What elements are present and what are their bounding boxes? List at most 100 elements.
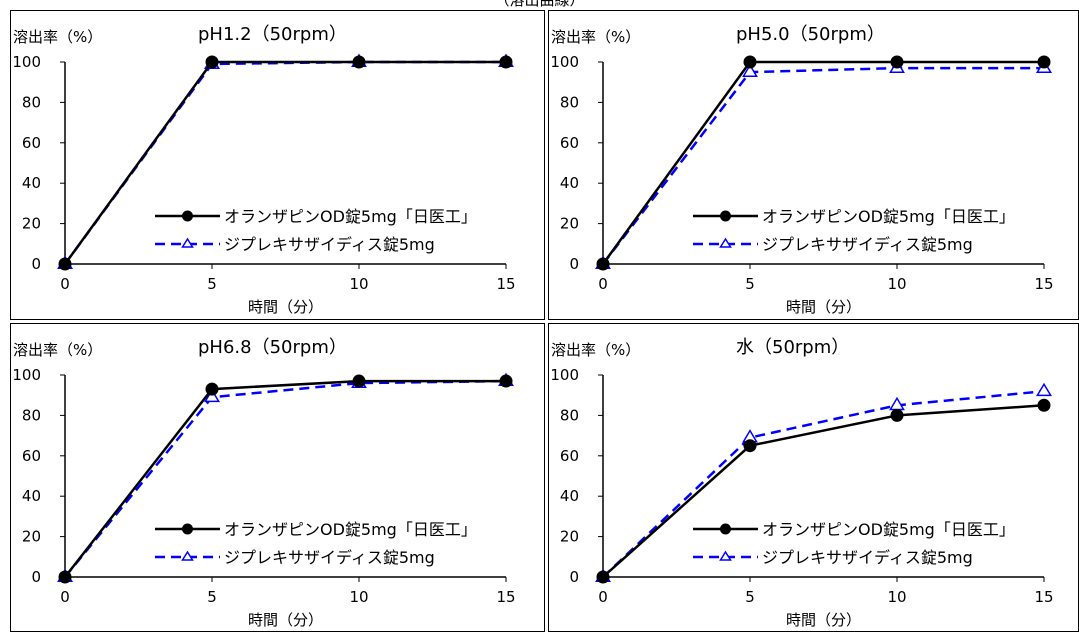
series-line-1 bbox=[63, 60, 506, 265]
data-point-1 bbox=[596, 257, 610, 271]
chart-title: 水（50rpm） bbox=[736, 337, 849, 358]
chart-title: pH5.0（50rpm） bbox=[736, 24, 885, 45]
x-tick-label: 0 bbox=[60, 588, 70, 606]
y-tick-label: 20 bbox=[22, 215, 41, 233]
data-point-1 bbox=[499, 55, 513, 69]
figure-caption: （溶出曲線） bbox=[494, 0, 585, 9]
data-point-1 bbox=[890, 55, 904, 69]
y-axis-label: 溶出率（%） bbox=[551, 28, 640, 46]
y-tick-label: 40 bbox=[22, 174, 41, 192]
legend-label-2: ジプレキサザイディス錠5mg bbox=[224, 548, 435, 567]
data-point-1 bbox=[352, 374, 366, 388]
x-tick-label: 5 bbox=[745, 275, 755, 293]
data-point-1 bbox=[596, 570, 610, 584]
legend-marker-1 bbox=[182, 523, 193, 535]
data-point-1 bbox=[352, 55, 366, 69]
legend-marker-2 bbox=[181, 237, 194, 248]
data-point-1 bbox=[205, 55, 219, 69]
x-tick-label: 15 bbox=[1034, 588, 1053, 606]
y-tick-label: 60 bbox=[560, 447, 579, 465]
x-tick-label: 15 bbox=[496, 588, 515, 606]
data-point-1 bbox=[58, 257, 72, 271]
legend-label-2: ジプレキサザイディス錠5mg bbox=[762, 235, 973, 254]
chart-title: pH1.2（50rpm） bbox=[198, 24, 347, 45]
data-point-1 bbox=[1037, 55, 1051, 69]
y-tick-label: 0 bbox=[569, 568, 579, 586]
y-tick-label: 100 bbox=[12, 366, 41, 384]
series-line-1 bbox=[601, 60, 1044, 265]
y-tick-label: 20 bbox=[560, 215, 579, 233]
legend-marker-2 bbox=[719, 550, 732, 561]
series-line-2 bbox=[602, 389, 1045, 578]
x-tick-label: 10 bbox=[887, 588, 906, 606]
data-point-1 bbox=[743, 55, 757, 69]
y-tick-label: 60 bbox=[22, 447, 41, 465]
x-tick-label: 5 bbox=[745, 588, 755, 606]
chart-title: pH6.8（50rpm） bbox=[198, 337, 347, 358]
series-line-2 bbox=[602, 66, 1044, 265]
y-tick-label: 100 bbox=[12, 53, 41, 71]
data-point-2 bbox=[742, 63, 758, 78]
y-axis-label: 溶出率（%） bbox=[551, 341, 640, 359]
x-tick-label: 15 bbox=[496, 275, 515, 293]
y-tick-label: 0 bbox=[569, 255, 579, 273]
x-tick-label: 10 bbox=[349, 588, 368, 606]
y-tick-label: 60 bbox=[560, 134, 579, 152]
data-point-2 bbox=[1035, 382, 1053, 397]
legend-marker-1 bbox=[720, 523, 731, 535]
y-tick-label: 80 bbox=[22, 406, 41, 424]
x-tick-label: 0 bbox=[598, 275, 608, 293]
data-point-1 bbox=[743, 439, 757, 453]
chart-panel-4: 溶出率（%） 水（50rpm） 時間（分） 0 20 40 60 80 100 0 5 10 15 オラン… bbox=[548, 323, 1079, 632]
legend-marker-2 bbox=[181, 550, 194, 561]
chart-panel-1: 溶出率（%） pH1.2（50rpm） 時間（分） 0 20 40 60 80 100 0 5 10 1… bbox=[10, 10, 545, 320]
x-axis-label: 時間（分） bbox=[248, 611, 323, 629]
y-tick-label: 40 bbox=[560, 487, 579, 505]
legend-label-1: オランザピンOD錠5mg「日医工」 bbox=[224, 207, 477, 226]
data-point-2 bbox=[203, 388, 221, 403]
y-axis-label: 溶出率（%） bbox=[13, 341, 102, 359]
x-tick-label: 10 bbox=[349, 275, 368, 293]
legend-label-2: ジプレキサザイディス錠5mg bbox=[762, 548, 973, 567]
y-tick-label: 60 bbox=[22, 134, 41, 152]
data-point-1 bbox=[499, 374, 513, 388]
y-tick-label: 40 bbox=[560, 174, 579, 192]
panel-border bbox=[548, 323, 1079, 632]
y-tick-label: 80 bbox=[560, 406, 579, 424]
y-tick-label: 20 bbox=[22, 528, 41, 546]
y-tick-label: 0 bbox=[31, 255, 41, 273]
x-axis-label: 時間（分） bbox=[248, 298, 323, 316]
x-tick-label: 5 bbox=[207, 275, 217, 293]
y-tick-label: 80 bbox=[560, 93, 579, 111]
legend-marker-1 bbox=[720, 210, 731, 222]
x-tick-label: 10 bbox=[887, 275, 906, 293]
y-tick-label: 100 bbox=[550, 53, 579, 71]
x-axis-label: 時間（分） bbox=[786, 298, 861, 316]
y-tick-label: 20 bbox=[560, 528, 579, 546]
x-tick-label: 0 bbox=[60, 275, 70, 293]
y-tick-label: 80 bbox=[22, 93, 41, 111]
x-tick-label: 15 bbox=[1034, 275, 1053, 293]
chart-panel-2: 溶出率（%） pH5.0（50rpm） 時間（分） 0 20 40 60 80 100 0 5 10 1… bbox=[548, 10, 1079, 320]
chart-panel-3: 溶出率（%） pH6.8（50rpm） 時間（分） 0 20 40 60 80 100 0 5 10 1… bbox=[10, 323, 545, 632]
panel-border bbox=[10, 323, 545, 632]
data-point-1 bbox=[890, 408, 904, 422]
x-tick-label: 0 bbox=[598, 588, 608, 606]
data-point-1 bbox=[1037, 398, 1051, 412]
x-axis-label: 時間（分） bbox=[786, 611, 861, 629]
legend-marker-2 bbox=[719, 237, 732, 248]
legend-label-1: オランザピンOD錠5mg「日医工」 bbox=[762, 520, 1015, 539]
legend-label-2: ジプレキサザイディス錠5mg bbox=[224, 235, 435, 254]
legend-label-1: オランザピンOD錠5mg「日医工」 bbox=[762, 207, 1015, 226]
data-point-1 bbox=[58, 570, 72, 584]
y-tick-label: 0 bbox=[31, 568, 41, 586]
y-tick-label: 100 bbox=[550, 366, 579, 384]
series-line-1 bbox=[64, 379, 506, 578]
data-point-1 bbox=[205, 382, 219, 396]
panel-border bbox=[548, 10, 1079, 320]
y-axis-label: 溶出率（%） bbox=[13, 28, 102, 46]
y-tick-label: 40 bbox=[22, 487, 41, 505]
panel-border bbox=[10, 10, 545, 320]
legend-marker-1 bbox=[182, 210, 193, 222]
